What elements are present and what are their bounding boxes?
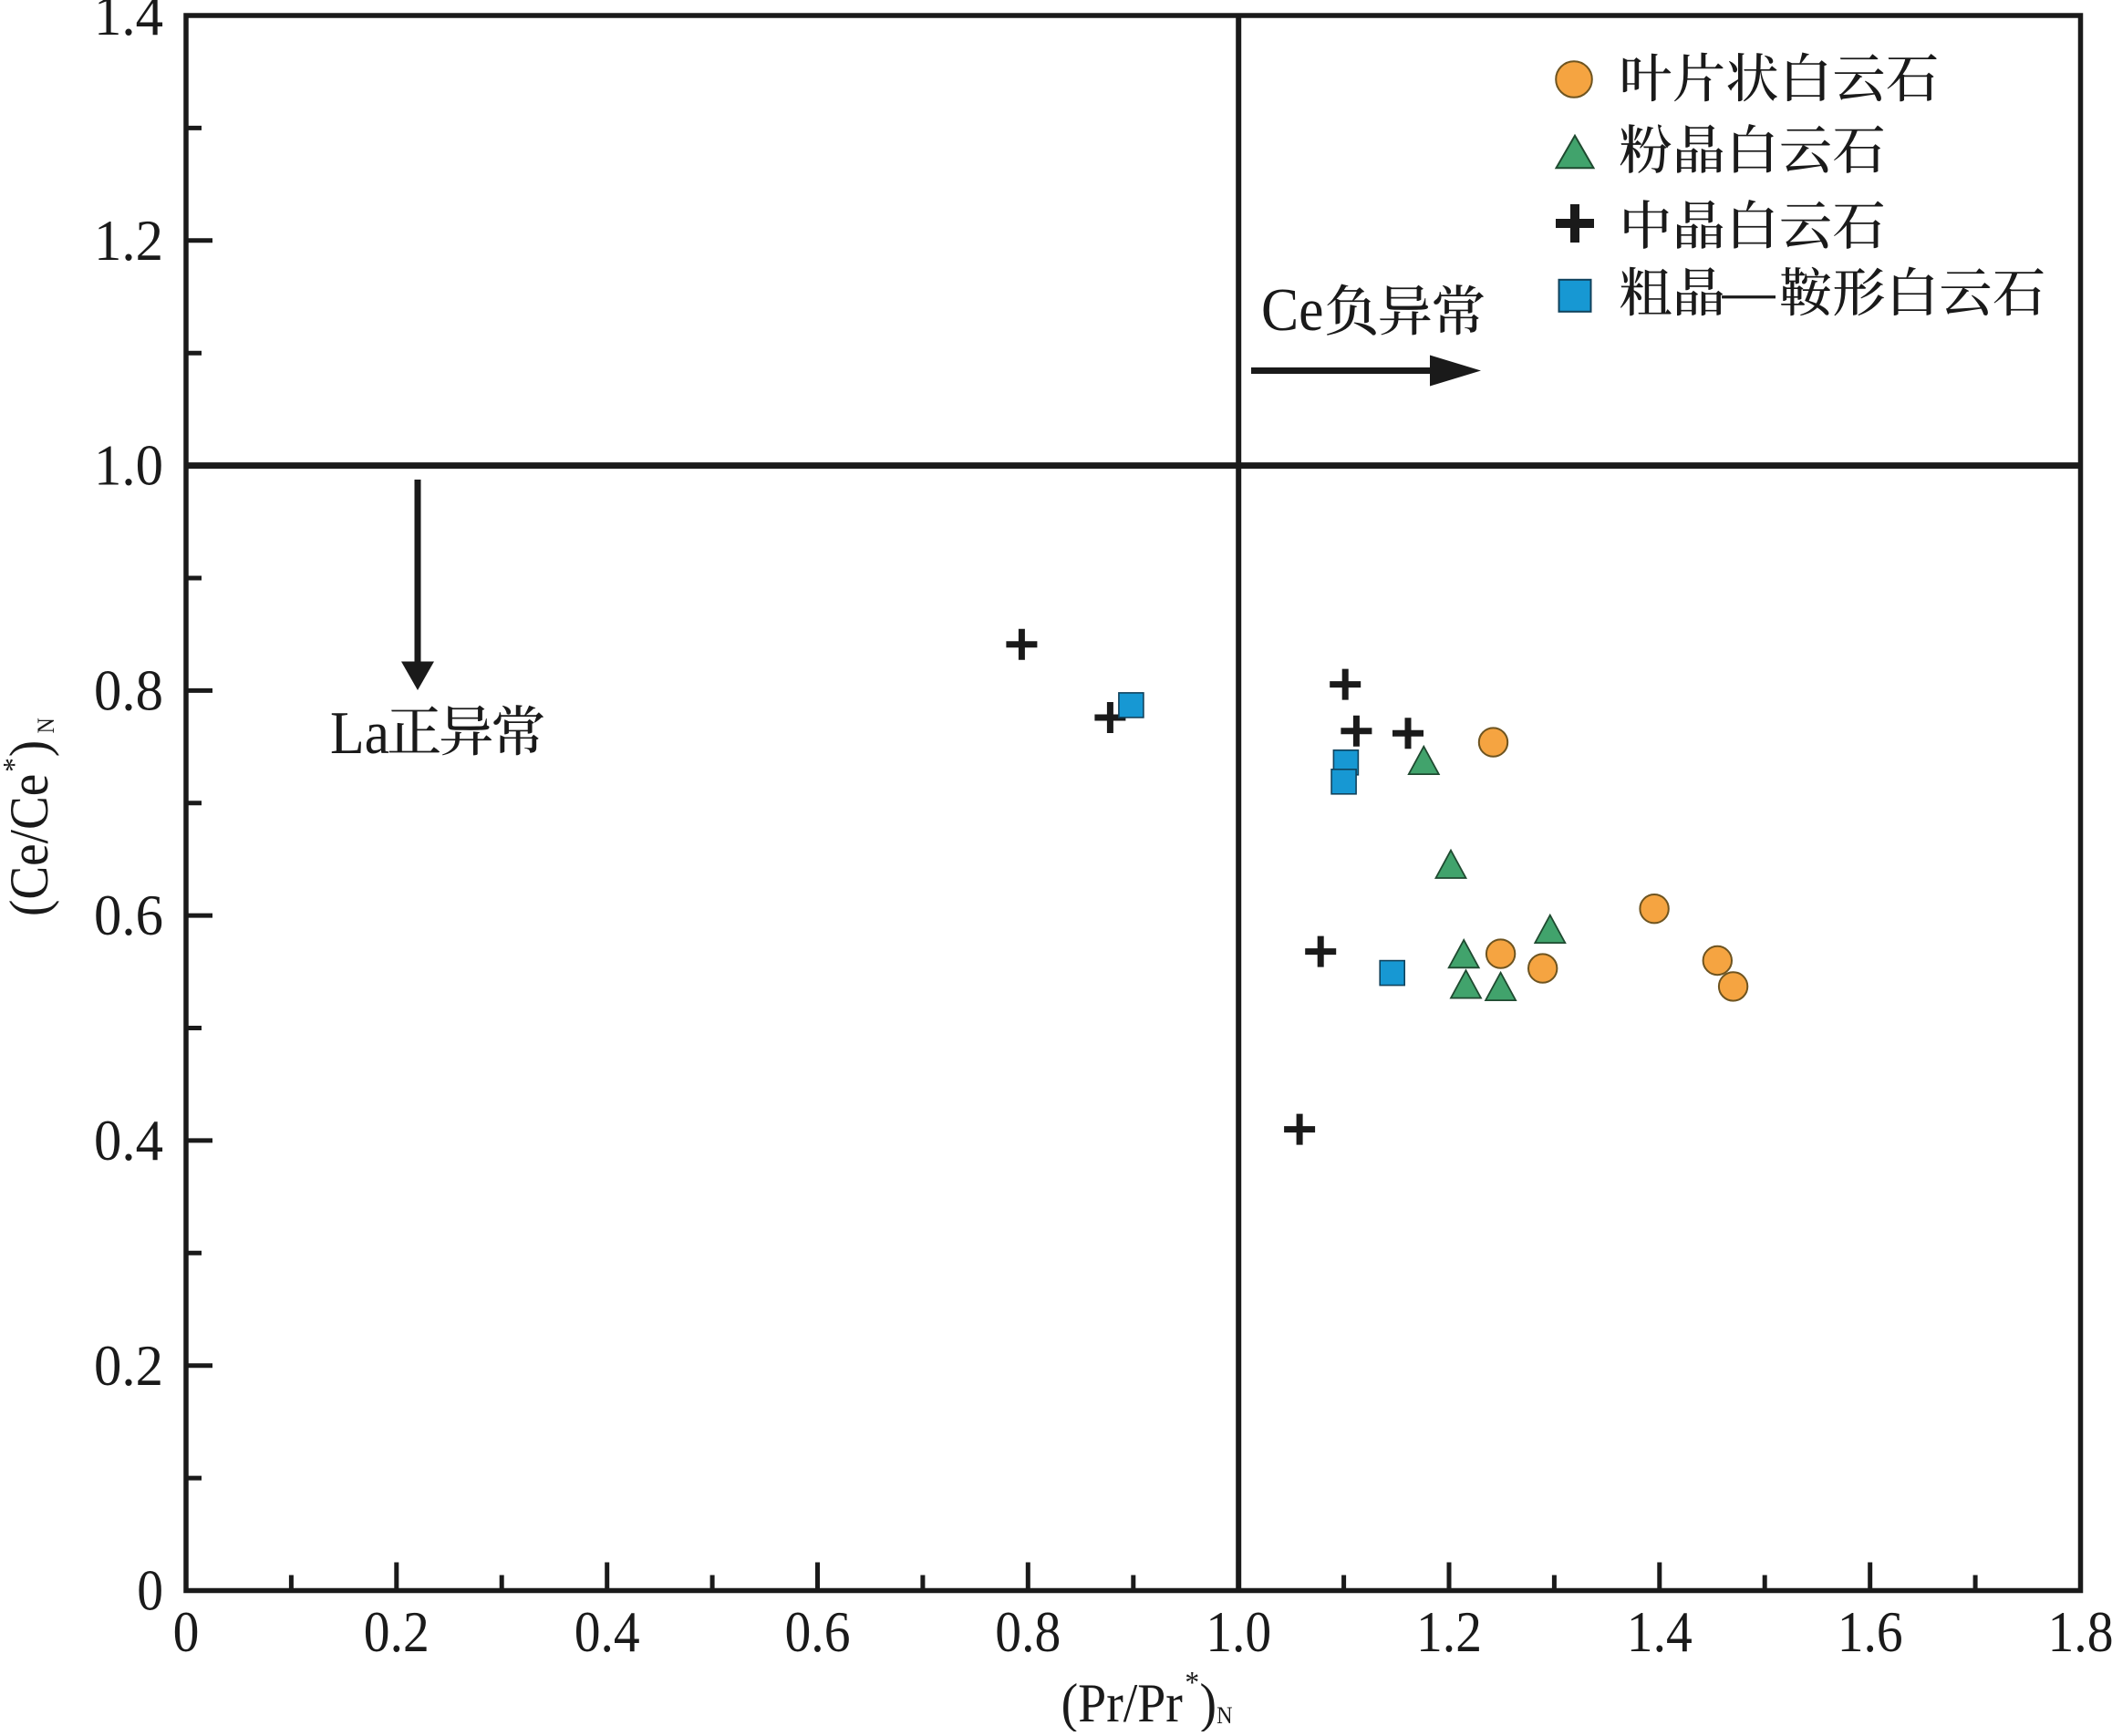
svg-text:*: * — [1185, 1666, 1199, 1700]
svg-text:0: 0 — [173, 1599, 200, 1664]
svg-text:0.2: 0.2 — [364, 1599, 430, 1664]
svg-text:1.0: 1.0 — [94, 433, 163, 498]
svg-text:1.4: 1.4 — [94, 0, 163, 47]
svg-text:1.2: 1.2 — [94, 208, 163, 273]
svg-text:1.6: 1.6 — [1838, 1599, 1903, 1664]
svg-text:N: N — [1216, 1703, 1232, 1729]
svg-text:0.8: 0.8 — [94, 658, 163, 723]
svg-text:0.6: 0.6 — [94, 883, 163, 947]
svg-text:La: La — [330, 699, 389, 767]
svg-text:(Ce/Ce: (Ce/Ce — [0, 774, 60, 916]
svg-text:0.8: 0.8 — [995, 1599, 1061, 1664]
svg-text:(Pr/Pr: (Pr/Pr — [1061, 1672, 1183, 1731]
svg-text:): ) — [0, 740, 60, 757]
svg-text:1.0: 1.0 — [1206, 1599, 1271, 1664]
svg-text:N: N — [34, 718, 59, 733]
svg-text:0.2: 0.2 — [94, 1333, 163, 1398]
svg-text:0.4: 0.4 — [575, 1599, 640, 1664]
svg-text:*: * — [0, 758, 31, 772]
svg-text:Ce: Ce — [1261, 276, 1324, 344]
svg-text:0: 0 — [137, 1558, 163, 1623]
svg-text:1.2: 1.2 — [1416, 1599, 1482, 1664]
svg-text:0.4: 0.4 — [94, 1108, 163, 1173]
svg-text:): ) — [1199, 1672, 1216, 1731]
svg-text:1.4: 1.4 — [1627, 1599, 1693, 1664]
svg-text:0.6: 0.6 — [785, 1599, 851, 1664]
svg-text:1.8: 1.8 — [2048, 1599, 2112, 1664]
